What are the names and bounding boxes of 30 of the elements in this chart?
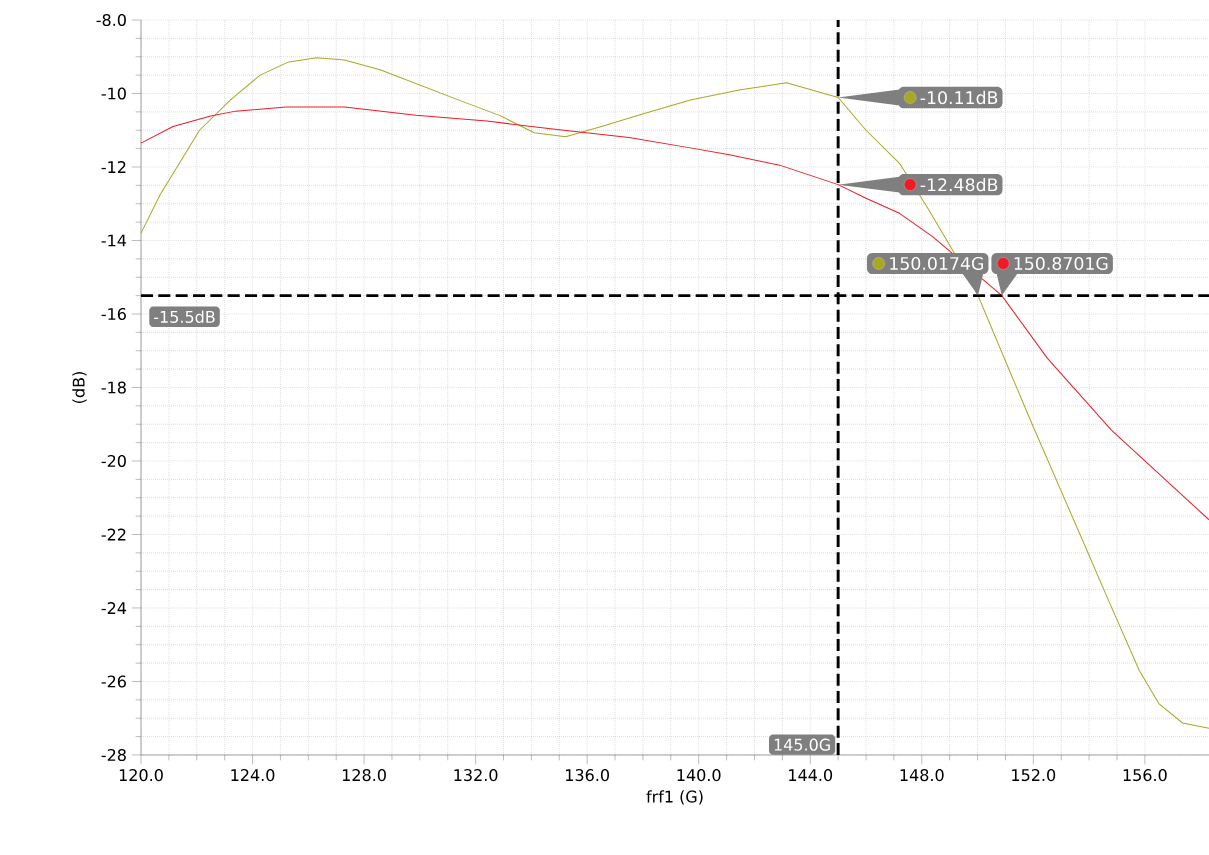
y-tick-label: -14 [101, 234, 127, 247]
x-tick-label: 124.0 [231, 769, 275, 782]
x-tick-label: 148.0 [900, 769, 944, 782]
x-tick-label: 132.0 [454, 769, 498, 782]
y-tick-label: -8.0 [96, 13, 126, 27]
ref-line-label: -15.5dB [154, 310, 215, 323]
annotation: -10.11dB [920, 90, 998, 105]
y-tick-label: -26 [101, 675, 126, 688]
x-tick-label: 156.0 [1123, 769, 1167, 782]
y-tick-label: -28 [101, 748, 126, 762]
x-tick-label: 144.0 [789, 769, 833, 782]
x-tick-label: 152.0 [1012, 769, 1056, 782]
y-axis-title: (dB) [72, 372, 87, 403]
line-series [140, 106, 1209, 521]
y-tick-label: -18 [101, 381, 126, 394]
y-tick-label: -24 [101, 602, 127, 614]
y-tick-label: -22 [101, 528, 126, 541]
x-axis-title: frf1 (G) [646, 790, 703, 805]
y-tick-label: -10 [101, 87, 126, 100]
y-tick-label: -12 [101, 161, 126, 173]
y-tick-label: -16 [101, 307, 126, 321]
x-tick-label: 120.0 [119, 769, 163, 782]
x-tick-label: 128.0 [342, 769, 386, 782]
annotation: -12.48dB [920, 177, 998, 192]
ref-line-label: 145.0G [774, 738, 830, 751]
y-tick-label: -20 [101, 454, 126, 468]
x-tick-label: 140.0 [677, 769, 721, 782]
x-tick-label: 136.0 [566, 769, 609, 782]
annotation: 150.8701G [1014, 256, 1108, 271]
annotation: 150.0174G [890, 256, 983, 271]
